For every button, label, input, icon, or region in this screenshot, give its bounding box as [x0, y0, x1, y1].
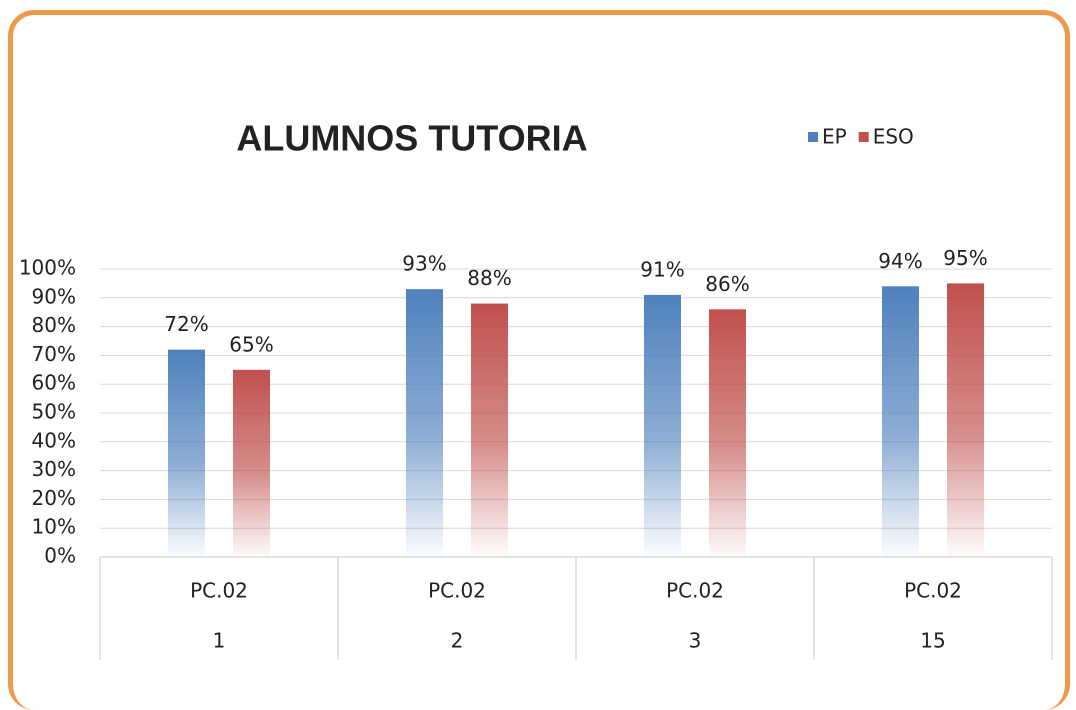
x-tick-label: 2 — [451, 629, 464, 653]
bar — [644, 294, 681, 557]
data-label: 95% — [943, 246, 987, 270]
y-tick-label: 40% — [32, 428, 76, 452]
data-label: 93% — [402, 252, 446, 276]
y-tick-label: 50% — [32, 400, 76, 424]
y-tick-label: 0% — [44, 544, 76, 568]
legend-label: EP — [822, 125, 847, 149]
bar — [471, 303, 508, 557]
y-tick-label: 90% — [32, 284, 76, 308]
x-group-label: PC.02 — [190, 579, 248, 603]
data-label: 86% — [705, 272, 749, 296]
x-tick-label: 3 — [689, 629, 702, 653]
legend-label: ESO — [873, 125, 914, 149]
x-group-label: PC.02 — [666, 579, 724, 603]
legend-swatch — [808, 132, 818, 142]
y-tick-label: 10% — [32, 515, 76, 539]
x-group-label: PC.02 — [904, 579, 962, 603]
data-label: 91% — [640, 257, 684, 281]
data-label: 72% — [164, 312, 208, 336]
chart-title: ALUMNOS TUTORIA — [236, 118, 587, 159]
bar — [709, 309, 746, 557]
frame — [8, 10, 1070, 710]
y-tick-label: 100% — [19, 256, 76, 280]
data-label: 88% — [467, 266, 511, 290]
bar — [233, 369, 270, 557]
y-tick-label: 60% — [32, 371, 76, 395]
y-tick-label: 70% — [32, 342, 76, 366]
y-tick-label: 80% — [32, 313, 76, 337]
bar — [168, 349, 205, 557]
y-tick-label: 30% — [32, 457, 76, 481]
data-label: 65% — [229, 332, 273, 356]
bar — [882, 286, 919, 557]
x-tick-label: 15 — [920, 629, 945, 653]
x-group-label: PC.02 — [428, 579, 486, 603]
legend-swatch — [858, 132, 869, 142]
x-tick-label: 1 — [213, 629, 226, 653]
bar — [947, 283, 984, 557]
y-tick-label: 20% — [32, 486, 76, 510]
bar — [406, 289, 443, 557]
data-label: 94% — [878, 249, 922, 273]
